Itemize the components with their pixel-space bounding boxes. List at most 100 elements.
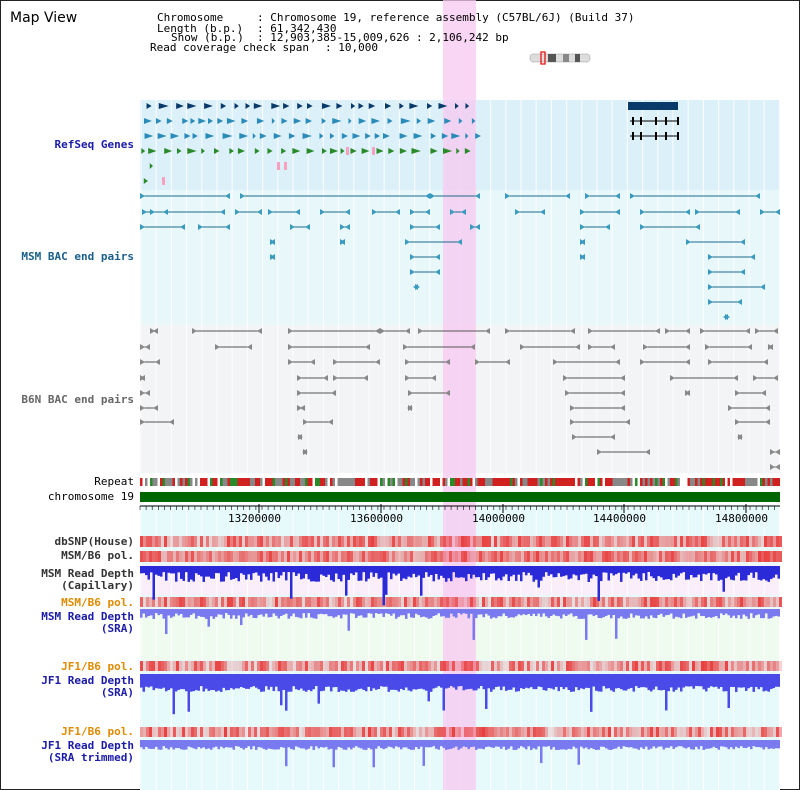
track-label-jf1-depth-sra[interactable]: JF1 Read Depth (SRA) — [41, 674, 134, 699]
gene-arrow — [256, 118, 265, 124]
depth-bar — [392, 740, 395, 749]
depth-bar — [460, 566, 463, 578]
depth-bar — [245, 674, 248, 689]
depth-bar — [720, 566, 723, 580]
depth-bar — [260, 609, 263, 615]
repeat-segment — [192, 478, 195, 486]
gene-arrow — [321, 118, 327, 124]
pol-cell — [242, 661, 245, 671]
repeat-segment — [142, 478, 145, 486]
depth-bar — [587, 674, 590, 689]
track-label-msm-depth-sra[interactable]: MSM Read Depth (SRA) — [41, 610, 134, 635]
pol-cell — [161, 727, 164, 737]
gene-arrow — [441, 133, 449, 139]
pol-cell — [581, 551, 584, 562]
depth-bar — [470, 609, 473, 614]
bac-end — [775, 449, 780, 455]
repeat-segment — [162, 478, 165, 486]
pol-cell — [428, 661, 431, 671]
depth-bar — [490, 566, 493, 574]
depth-bar — [437, 674, 440, 687]
bac-end — [180, 224, 185, 230]
depth-bar — [417, 740, 420, 750]
depth-bar — [305, 566, 308, 574]
depth-bar — [420, 609, 423, 618]
pol-cell — [695, 551, 698, 562]
pol-cell — [305, 727, 308, 737]
bac-end — [372, 209, 377, 215]
track-label-b6n-bac[interactable]: B6N BAC end pairs — [21, 393, 134, 406]
depth-bar — [727, 566, 730, 577]
dbsnp-cell — [308, 536, 311, 547]
pol-cell — [737, 597, 740, 607]
depth-bar — [495, 566, 498, 581]
pol-cell — [356, 551, 359, 562]
pol-cell — [443, 551, 446, 562]
depth-bar — [480, 674, 483, 687]
pol-cell — [404, 661, 407, 671]
track-label-msm-b6-pol[interactable]: MSM/B6 pol. — [61, 549, 134, 562]
depth-bar — [590, 566, 593, 579]
pol-cell — [677, 661, 680, 671]
gene-arrow — [176, 103, 184, 109]
repeat-segment — [227, 478, 230, 486]
depth-bar — [230, 740, 233, 748]
depth-bar — [765, 740, 768, 748]
dbsnp-cell — [206, 536, 209, 547]
depth-bar — [575, 740, 578, 749]
depth-bar — [242, 609, 245, 618]
pol-cell — [326, 727, 329, 737]
bac-end — [765, 419, 770, 425]
pol-cell — [296, 551, 299, 562]
depth-bar — [242, 740, 245, 750]
track-label-jf1-b6-pol[interactable]: JF1/B6 pol. — [61, 660, 134, 673]
depth-bar — [292, 566, 295, 573]
repeat-segment — [362, 478, 365, 486]
depth-bar — [520, 566, 523, 582]
track-label-jf1-depth-trimmed[interactable]: JF1 Read Depth (SRA trimmed) — [41, 739, 134, 764]
depth-bar — [715, 609, 718, 617]
bac-end — [640, 224, 645, 230]
gene-arrow — [164, 148, 173, 154]
depth-bar — [412, 674, 415, 690]
depth-bar — [152, 740, 155, 749]
pol-cell — [494, 597, 497, 607]
depth-bar — [337, 566, 340, 580]
repeat-segment — [762, 478, 765, 486]
pol-cell — [674, 551, 677, 562]
track-label-msm-bac[interactable]: MSM BAC end pairs — [21, 250, 134, 263]
pol-cell — [734, 597, 737, 607]
track-label-dbsnp[interactable]: dbSNP(House) — [54, 535, 134, 548]
track-label-refseq-genes[interactable]: RefSeq Genes — [54, 138, 134, 151]
track-label-msm-b6-pol-sra[interactable]: MSM/B6 pol. — [61, 596, 134, 609]
depth-bar — [175, 740, 178, 749]
bac-end — [450, 209, 455, 215]
depth-bar — [657, 740, 660, 747]
depth-bar — [227, 740, 230, 748]
repeat-segment — [560, 478, 563, 486]
depth-bar — [627, 674, 630, 689]
track-label-jf1-b6-pol-trimmed[interactable]: JF1/B6 pol. — [61, 725, 134, 738]
depth-bar — [272, 740, 275, 750]
coverage-span-key: Read coverage check span — [150, 41, 309, 54]
depth-bar — [210, 674, 213, 691]
repeat-segment — [395, 478, 398, 486]
dbsnp-cell — [422, 536, 425, 547]
pol-cell — [731, 661, 734, 671]
repeat-segment — [277, 478, 280, 486]
pol-cell — [182, 661, 185, 671]
dbsnp-cell — [278, 536, 281, 547]
track-label-msm-depth-capillary[interactable]: MSM Read Depth (Capillary) — [41, 567, 134, 592]
pol-cell — [449, 727, 452, 737]
repeat-segment — [197, 478, 200, 486]
depth-bar — [530, 566, 533, 576]
repeat-segment — [317, 478, 320, 486]
repeat-segment — [702, 478, 705, 486]
depth-bar — [622, 740, 625, 747]
pol-cell — [320, 597, 323, 607]
depth-bar — [447, 566, 450, 579]
depth-bar — [422, 566, 425, 578]
repeat-segment — [655, 478, 658, 486]
depth-bar — [455, 740, 458, 747]
